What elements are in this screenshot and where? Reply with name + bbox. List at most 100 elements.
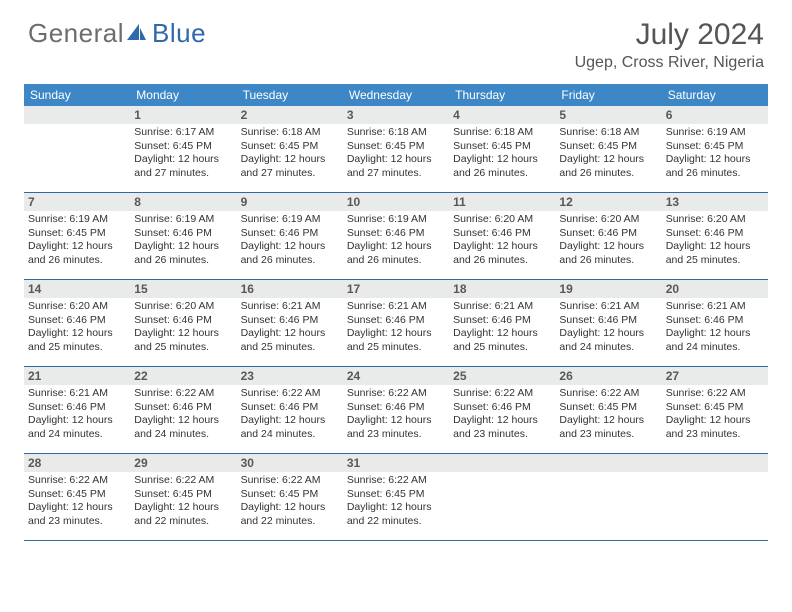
day-number-band: 25 [449, 367, 555, 385]
daylight-text: Daylight: 12 hours and 25 minutes. [666, 240, 764, 267]
daylight-text: Daylight: 12 hours and 24 minutes. [28, 414, 126, 441]
day-number: 31 [347, 456, 445, 470]
daylight-text: Daylight: 12 hours and 25 minutes. [241, 327, 339, 354]
day-number-band: 13 [662, 193, 768, 211]
day-info: Sunrise: 6:22 AMSunset: 6:45 PMDaylight:… [666, 387, 764, 442]
sunset-text: Sunset: 6:45 PM [666, 401, 764, 415]
sunrise-text: Sunrise: 6:20 AM [28, 300, 126, 314]
daylight-text: Daylight: 12 hours and 26 minutes. [453, 240, 551, 267]
day-cell: 31Sunrise: 6:22 AMSunset: 6:45 PMDayligh… [343, 454, 449, 540]
sunrise-text: Sunrise: 6:19 AM [666, 126, 764, 140]
day-number-band: 30 [237, 454, 343, 472]
sunset-text: Sunset: 6:46 PM [559, 227, 657, 241]
sunrise-text: Sunrise: 6:21 AM [347, 300, 445, 314]
brand-text-2: Blue [152, 18, 206, 49]
day-number-band: 11 [449, 193, 555, 211]
day-number: 28 [28, 456, 126, 470]
day-info: Sunrise: 6:20 AMSunset: 6:46 PMDaylight:… [453, 213, 551, 268]
day-number-band: 5 [555, 106, 661, 124]
day-number: 11 [453, 195, 551, 209]
day-info: Sunrise: 6:22 AMSunset: 6:46 PMDaylight:… [241, 387, 339, 442]
sunset-text: Sunset: 6:46 PM [347, 401, 445, 415]
day-number: 18 [453, 282, 551, 296]
daylight-text: Daylight: 12 hours and 23 minutes. [453, 414, 551, 441]
sunset-text: Sunset: 6:45 PM [241, 140, 339, 154]
weekday-header: Wednesday [343, 84, 449, 106]
brand-sail-icon [126, 18, 148, 49]
sunset-text: Sunset: 6:46 PM [453, 227, 551, 241]
day-number: 24 [347, 369, 445, 383]
day-info: Sunrise: 6:21 AMSunset: 6:46 PMDaylight:… [453, 300, 551, 355]
day-cell: 20Sunrise: 6:21 AMSunset: 6:46 PMDayligh… [662, 280, 768, 366]
day-number: 26 [559, 369, 657, 383]
sunset-text: Sunset: 6:46 PM [241, 227, 339, 241]
sunrise-text: Sunrise: 6:22 AM [134, 474, 232, 488]
day-number: 8 [134, 195, 232, 209]
day-number-band: 29 [130, 454, 236, 472]
day-number: 10 [347, 195, 445, 209]
day-number-band: 19 [555, 280, 661, 298]
sunset-text: Sunset: 6:46 PM [666, 314, 764, 328]
day-number-band: 26 [555, 367, 661, 385]
day-number-band: 20 [662, 280, 768, 298]
day-cell [24, 106, 130, 192]
day-number: 7 [28, 195, 126, 209]
sunrise-text: Sunrise: 6:22 AM [453, 387, 551, 401]
sunrise-text: Sunrise: 6:22 AM [559, 387, 657, 401]
day-number-band: 24 [343, 367, 449, 385]
sunset-text: Sunset: 6:46 PM [347, 314, 445, 328]
day-info: Sunrise: 6:18 AMSunset: 6:45 PMDaylight:… [347, 126, 445, 181]
sunrise-text: Sunrise: 6:18 AM [241, 126, 339, 140]
day-number: 16 [241, 282, 339, 296]
day-cell: 15Sunrise: 6:20 AMSunset: 6:46 PMDayligh… [130, 280, 236, 366]
day-info: Sunrise: 6:22 AMSunset: 6:46 PMDaylight:… [453, 387, 551, 442]
weekday-header: Thursday [449, 84, 555, 106]
sunrise-text: Sunrise: 6:19 AM [241, 213, 339, 227]
sunrise-text: Sunrise: 6:22 AM [28, 474, 126, 488]
sunset-text: Sunset: 6:46 PM [559, 314, 657, 328]
day-info: Sunrise: 6:19 AMSunset: 6:45 PMDaylight:… [28, 213, 126, 268]
day-cell: 4Sunrise: 6:18 AMSunset: 6:45 PMDaylight… [449, 106, 555, 192]
day-number-band: 4 [449, 106, 555, 124]
daylight-text: Daylight: 12 hours and 24 minutes. [134, 414, 232, 441]
day-number-band: 22 [130, 367, 236, 385]
day-info: Sunrise: 6:21 AMSunset: 6:46 PMDaylight:… [28, 387, 126, 442]
daylight-text: Daylight: 12 hours and 27 minutes. [134, 153, 232, 180]
location: Ugep, Cross River, Nigeria [575, 54, 764, 72]
sunset-text: Sunset: 6:45 PM [666, 140, 764, 154]
weekday-header: Tuesday [237, 84, 343, 106]
daylight-text: Daylight: 12 hours and 24 minutes. [666, 327, 764, 354]
sunrise-text: Sunrise: 6:18 AM [559, 126, 657, 140]
week-row: 28 Sunrise: 6:22 AMSunset: 6:45 PMDayligh… [24, 454, 768, 541]
sunrise-text: Sunrise: 6:22 AM [347, 387, 445, 401]
daylight-text: Daylight: 12 hours and 26 minutes. [559, 240, 657, 267]
week-row: 21Sunrise: 6:21 AMSunset: 6:46 PMDayligh… [24, 367, 768, 454]
daylight-text: Daylight: 12 hours and 25 minutes. [453, 327, 551, 354]
day-number-band: 16 [237, 280, 343, 298]
week-row: 7 Sunrise: 6:19 AMSunset: 6:45 PMDaylight… [24, 193, 768, 280]
sunrise-text: Sunrise: 6:21 AM [559, 300, 657, 314]
day-number-band: 12 [555, 193, 661, 211]
day-cell: 3Sunrise: 6:18 AMSunset: 6:45 PMDaylight… [343, 106, 449, 192]
sunset-text: Sunset: 6:45 PM [559, 401, 657, 415]
day-info: Sunrise: 6:18 AMSunset: 6:45 PMDaylight:… [241, 126, 339, 181]
day-number-band: 18 [449, 280, 555, 298]
day-number-band: 6 [662, 106, 768, 124]
day-cell: 27Sunrise: 6:22 AMSunset: 6:45 PMDayligh… [662, 367, 768, 453]
sunset-text: Sunset: 6:46 PM [666, 227, 764, 241]
daylight-text: Daylight: 12 hours and 23 minutes. [28, 501, 126, 528]
day-info: Sunrise: 6:22 AMSunset: 6:45 PMDaylight:… [28, 474, 126, 529]
sunrise-text: Sunrise: 6:18 AM [453, 126, 551, 140]
day-cell: 19Sunrise: 6:21 AMSunset: 6:46 PMDayligh… [555, 280, 661, 366]
weeks-container: 1Sunrise: 6:17 AMSunset: 6:45 PMDaylight… [24, 106, 768, 541]
sunset-text: Sunset: 6:46 PM [28, 314, 126, 328]
day-number: 6 [666, 108, 764, 122]
week-row: 14Sunrise: 6:20 AMSunset: 6:46 PMDayligh… [24, 280, 768, 367]
day-cell [662, 454, 768, 540]
sunrise-text: Sunrise: 6:21 AM [28, 387, 126, 401]
sunrise-text: Sunrise: 6:20 AM [666, 213, 764, 227]
day-cell: 9Sunrise: 6:19 AMSunset: 6:46 PMDaylight… [237, 193, 343, 279]
day-number-band-empty [449, 454, 555, 472]
day-info: Sunrise: 6:22 AMSunset: 6:45 PMDaylight:… [134, 474, 232, 529]
day-number-band: 21 [24, 367, 130, 385]
